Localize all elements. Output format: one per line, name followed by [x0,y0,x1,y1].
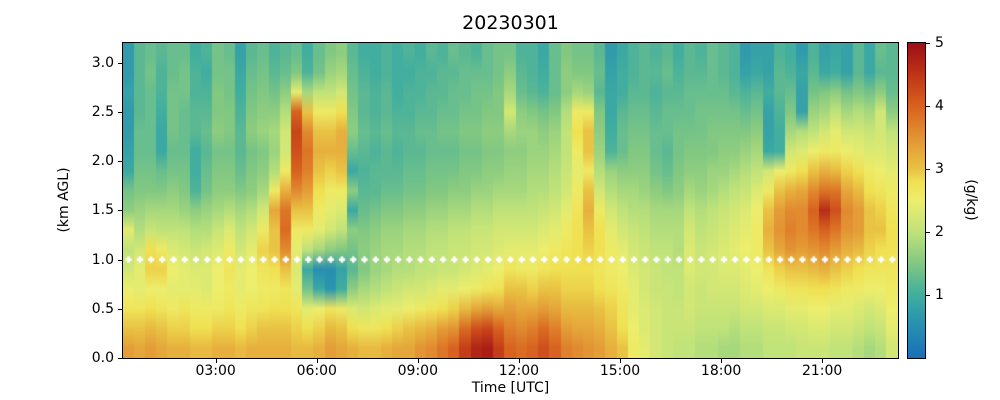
y-tick-label: 2.5 [91,103,114,120]
y-tick-label: 1.0 [91,251,114,268]
colorbar-label: (g/kg) [963,179,979,221]
y-tick-mark [118,308,122,310]
colorbar-tick-mark [926,106,930,107]
colorbar [907,42,926,359]
colorbar-tick-label: 1 [935,287,944,303]
colorbar-tick-label: 4 [935,98,944,114]
y-tick-mark [118,259,122,261]
x-tick-label: 18:00 [700,363,742,379]
x-tick-label: 06:00 [296,363,337,379]
plot-title: 20230301 [462,12,559,34]
colorbar-tick-label: 2 [935,224,944,240]
y-tick-label: 0.0 [91,350,114,366]
colorbar-tick-label: 5 [935,35,944,51]
heatmap-canvas [123,43,898,358]
colorbar-tick-mark [926,232,930,233]
x-tick-mark [822,359,824,363]
colorbar-canvas [908,43,925,358]
y-tick-label: 3.0 [91,54,114,71]
x-tick-mark [316,359,318,363]
x-tick-label: 15:00 [599,363,641,379]
y-axis-label: (km AGL) [56,167,72,233]
y-tick-label: 1.5 [91,202,114,219]
x-tick-mark [721,359,723,363]
x-tick-mark [215,359,217,363]
y-tick-label: 0.5 [91,300,114,317]
x-tick-label: 12:00 [498,363,540,379]
plot-area [122,42,899,359]
x-tick-label: 21:00 [801,363,843,379]
x-tick-label: 03:00 [195,363,236,379]
x-tick-label: 09:00 [397,363,439,379]
y-tick-label: 2.0 [91,153,114,170]
y-tick-mark [118,62,122,64]
y-tick-mark [118,358,122,359]
colorbar-tick-mark [926,169,930,170]
y-tick-mark [118,161,122,163]
x-axis-label: Time [UTC] [471,380,550,396]
y-tick-mark [118,111,122,113]
x-tick-mark [518,359,520,363]
x-tick-mark [620,359,621,363]
x-tick-mark [417,359,419,363]
y-tick-mark [118,210,122,212]
colorbar-tick-mark [926,295,930,296]
colorbar-tick-label: 3 [935,161,944,177]
colorbar-tick-mark [926,43,930,44]
